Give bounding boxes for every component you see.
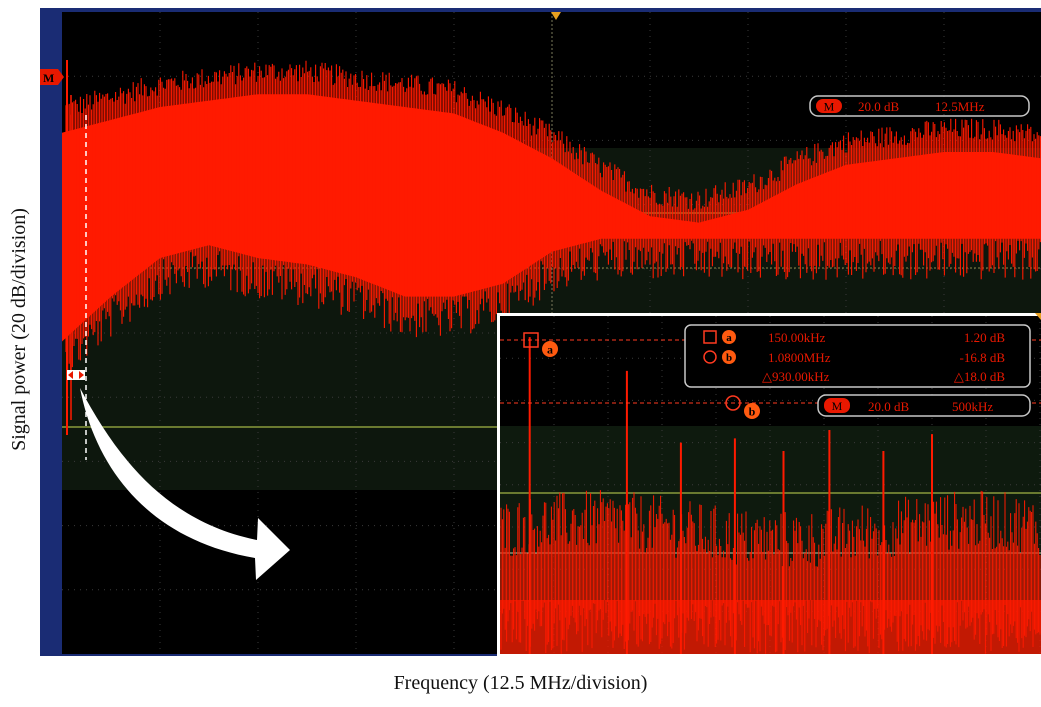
main-readout-frame	[809, 95, 1030, 117]
main-readout-badge-text: M	[824, 100, 835, 114]
main-readout: M 20.0 dB 12.5MHz	[809, 95, 1030, 117]
cursor-b-freq: 1.0800MHz	[768, 350, 831, 365]
marker-a: a	[523, 332, 558, 357]
cursor-readout: a 150.00kHz 1.20 dB b 1.0800MHz -16.8 dB…	[684, 324, 1031, 388]
main-readout-span: 12.5MHz	[935, 99, 985, 114]
y-axis-label: Signal power (20 dB/division)	[7, 207, 30, 451]
x-axis-label: Frequency (12.5 MHz/division)	[393, 672, 648, 694]
inset-readout-span: 500kHz	[952, 399, 993, 414]
cursor-a-freq: 150.00kHz	[768, 330, 826, 345]
marker-b-badge	[744, 403, 760, 419]
cursor-a-square-icon	[703, 330, 717, 344]
marker-b-badge-text: b	[749, 405, 756, 419]
cursor-delta-freq: △930.00kHz	[762, 369, 830, 384]
svg-text:M: M	[43, 71, 54, 85]
marker-a-badge	[542, 341, 558, 357]
y-axis-label-container: Signal power (20 dB/division)	[4, 8, 34, 650]
zoom-cursor-bracket	[67, 115, 87, 460]
cursor-b-badge-text: b	[726, 352, 732, 364]
inset-trace	[500, 337, 1041, 654]
marker-a-square-icon	[523, 332, 539, 348]
marker-b: b	[725, 395, 760, 419]
zoom-inset: a b a 150.00kHz 1.20 dB b 1.0800MHz -16.…	[497, 313, 1041, 656]
cursor-b-badge	[722, 350, 736, 364]
cursor-a-badge-text: a	[726, 332, 732, 344]
inset-readout-scale: 20.0 dB	[868, 399, 910, 414]
zoom-arrow-icon	[80, 388, 290, 580]
inset-trigger-marker-icon	[1035, 313, 1041, 320]
m-reference-marker-icon: M	[40, 69, 64, 85]
marker-b-circle-icon	[725, 395, 741, 411]
main-readout-badge	[816, 99, 842, 113]
cursor-b-circle-icon	[703, 350, 717, 364]
spectrum-core-band	[62, 94, 1041, 342]
inset-readout-frame	[817, 394, 1031, 417]
cursor-b-level: -16.8 dB	[960, 350, 1006, 365]
inset-floor-fill	[500, 600, 1041, 654]
cursor-a-level: 1.20 dB	[964, 330, 1006, 345]
main-readout-scale: 20.0 dB	[858, 99, 900, 114]
top-trigger-marker-icon	[551, 12, 561, 20]
marker-a-badge-text: a	[547, 343, 553, 357]
cursor-delta-level: △18.0 dB	[954, 369, 1005, 384]
cursor-readout-frame	[684, 324, 1031, 388]
inset-readout: M 20.0 dB 500kHz	[817, 394, 1031, 417]
cursor-a-badge	[722, 330, 736, 344]
inset-readout-badge-text: M	[832, 399, 843, 413]
inset-readout-badge	[824, 398, 850, 413]
